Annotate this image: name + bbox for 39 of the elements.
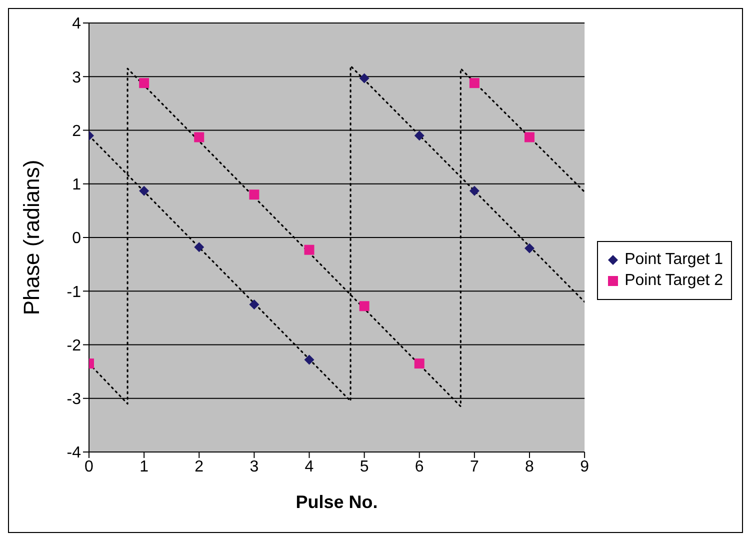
x-tick-label: 0	[84, 458, 94, 476]
x-tick-label: 7	[470, 458, 479, 476]
point	[249, 300, 260, 310]
point	[414, 358, 424, 369]
legend-label: Point Target 2	[624, 272, 723, 290]
point	[414, 130, 424, 141]
x-tick-label: 2	[194, 458, 204, 476]
x-axis-title: Pulse No.	[296, 492, 378, 512]
legend-label: Point Target 1	[624, 251, 723, 269]
x-tick-label: 5	[360, 458, 369, 476]
x-tick-label: 6	[414, 458, 424, 476]
y-tick-label: 3	[72, 69, 82, 86]
y-tick-label: 2	[72, 122, 82, 140]
x-tick-label: 3	[250, 458, 259, 476]
point	[469, 78, 480, 88]
point	[249, 190, 260, 200]
x-tick-label: 8	[525, 458, 534, 476]
point	[194, 132, 204, 142]
point	[194, 242, 204, 252]
x-tick-label: 4	[304, 458, 314, 476]
y-tick-label: -1	[66, 284, 82, 301]
y-tick-label: -3	[66, 391, 82, 408]
point	[359, 73, 370, 84]
x-tick-label: 1	[140, 458, 149, 476]
x-tick-label: 9	[580, 458, 590, 476]
point	[359, 301, 370, 312]
point	[139, 186, 150, 196]
y-tick-label: 1	[72, 176, 82, 194]
point	[304, 354, 314, 365]
point	[524, 243, 534, 254]
y-tick-label: -2	[66, 337, 82, 354]
y-axis-title: Phase (radians)	[18, 160, 44, 316]
y-tick-label: -4	[66, 444, 82, 462]
y-tick-label: 0	[72, 230, 82, 248]
point	[304, 244, 314, 255]
point	[139, 78, 150, 88]
y-tick-label: 4	[72, 16, 82, 33]
point	[524, 132, 534, 142]
point	[469, 186, 480, 196]
